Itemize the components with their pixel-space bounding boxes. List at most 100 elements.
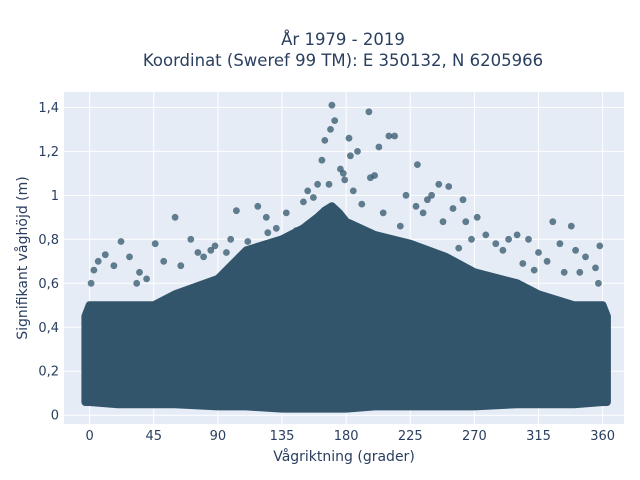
scatter-point: [428, 191, 435, 199]
scatter-point: [272, 224, 280, 232]
scatter-point: [321, 137, 329, 144]
scatter-point: [117, 238, 125, 245]
scatter-point: [582, 253, 589, 261]
scatter-point: [596, 242, 604, 250]
scatter-point: [304, 187, 312, 195]
scatter-points: [87, 101, 604, 287]
scatter-point: [177, 262, 185, 270]
scatter-point: [244, 238, 252, 245]
x-tick-label: 225: [398, 429, 423, 444]
scatter-point: [310, 194, 317, 201]
scatter-point: [576, 268, 584, 276]
scatter-point: [567, 222, 575, 230]
scatter-point: [419, 209, 427, 217]
scatter-point: [318, 156, 326, 164]
y-tick-label: 0,8: [38, 233, 59, 248]
scatter-point: [424, 196, 431, 204]
scatter-point: [439, 218, 447, 226]
scatter-point: [499, 246, 507, 254]
scatter-point: [171, 213, 179, 221]
x-tick-label: 360: [590, 429, 615, 444]
scatter-point: [543, 257, 551, 265]
scatter-point: [136, 268, 143, 276]
y-axis-title: Signifikant våghöjd (m): [14, 176, 31, 339]
scatter-point: [264, 229, 272, 237]
scatter-point: [194, 249, 202, 256]
scatter-point: [254, 202, 262, 210]
scatter-point: [519, 260, 527, 267]
scatter-point: [133, 279, 141, 287]
scatter-point: [282, 209, 290, 217]
scatter-point: [414, 161, 421, 169]
scatter-point: [435, 180, 443, 188]
scatter-point: [468, 235, 475, 243]
scatter-point: [449, 205, 457, 212]
scatter-point: [233, 207, 240, 215]
y-tick-label: 1,4: [38, 101, 59, 116]
scatter-point: [354, 148, 361, 155]
scatter-point: [412, 202, 420, 210]
scatter-point: [402, 191, 410, 199]
x-tick-label: 270: [462, 429, 487, 444]
x-axis-title: Vågriktning (grader): [273, 448, 415, 465]
scatter-point: [143, 275, 151, 283]
scatter-point: [556, 240, 564, 248]
y-tick-label: 0,2: [38, 365, 59, 380]
scatter-point: [345, 134, 353, 142]
scatter-point: [325, 180, 333, 188]
scatter-point: [151, 240, 159, 248]
scatter-point: [482, 231, 490, 239]
scatter-point: [262, 213, 270, 221]
x-tick-label: 90: [210, 429, 227, 444]
scatter-point: [292, 227, 300, 234]
x-tick-label: 315: [526, 429, 551, 444]
scatter-point: [391, 132, 398, 140]
scatter-point: [530, 266, 538, 274]
scatter-point: [331, 117, 339, 124]
y-tick-label: 1: [51, 189, 59, 204]
y-axis-ticks: 0 0,2 0,4 0,6 0,8 1 1,2 1,4: [38, 101, 59, 424]
y-tick-label: 1,2: [38, 145, 59, 160]
scatter-point: [572, 246, 579, 254]
scatter-point: [592, 264, 599, 272]
scatter-point: [349, 187, 357, 195]
scatter-point: [549, 218, 557, 226]
scatter-point: [101, 251, 109, 259]
y-tick-label: 0,6: [38, 277, 59, 292]
scatter-point: [339, 170, 347, 177]
scatter-point: [126, 253, 133, 261]
scatter-point: [525, 235, 532, 243]
scatter-point: [160, 257, 168, 265]
scatter-point: [300, 198, 307, 206]
y-tick-label: 0: [51, 409, 59, 424]
chart-title-line2: Koordinat (Sweref 99 TM): E 350132, N 62…: [143, 51, 543, 70]
scatter-point: [375, 143, 383, 151]
scatter-point: [187, 235, 195, 243]
scatter-point: [223, 249, 230, 256]
scatter-point: [505, 235, 512, 243]
x-tick-label: 135: [270, 429, 295, 444]
scatter-point: [328, 101, 336, 109]
scatter-point: [207, 246, 215, 254]
scatter-point: [595, 279, 602, 287]
scatter-point: [200, 253, 208, 261]
scatter-point: [379, 209, 387, 217]
scatter-point: [358, 200, 366, 208]
scatter-point: [462, 218, 470, 226]
scatter-point: [211, 242, 219, 250]
scatter-point: [367, 174, 374, 182]
x-tick-label: 180: [334, 429, 359, 444]
scatter-point: [473, 213, 481, 221]
scatter-point: [90, 266, 98, 274]
scatter-point: [459, 196, 467, 204]
scatter-point: [365, 108, 373, 116]
scatter-point: [396, 222, 404, 230]
scatter-point: [560, 268, 568, 276]
scatter-point: [513, 231, 521, 239]
y-tick-label: 0,4: [38, 321, 59, 336]
scatter-point: [341, 176, 349, 184]
scatter-point: [385, 132, 393, 140]
scatter-point: [314, 180, 321, 188]
scatter-point: [327, 125, 334, 133]
